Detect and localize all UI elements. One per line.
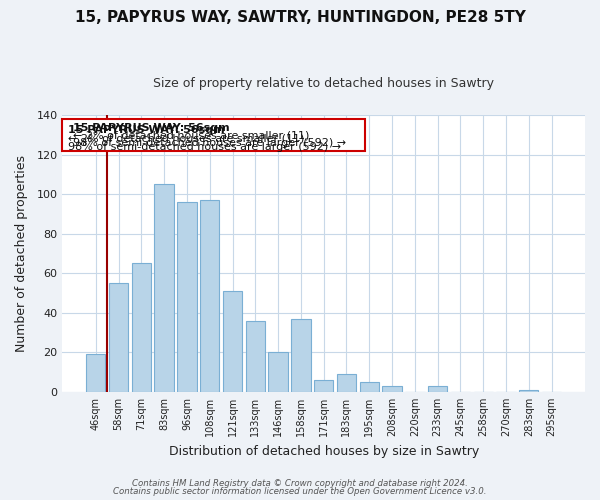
- Text: 15 PAPYRUS WAY: 56sqm: 15 PAPYRUS WAY: 56sqm: [68, 125, 224, 135]
- Text: 98% of semi-detached houses are larger (592) →: 98% of semi-detached houses are larger (…: [68, 142, 341, 152]
- Bar: [154, 184, 174, 392]
- Text: 15 PAPYRUS WAY: 56sqm: 15 PAPYRUS WAY: 56sqm: [73, 123, 229, 133]
- Bar: [223, 291, 242, 392]
- Text: ← 2% of detached houses are smaller (11): ← 2% of detached houses are smaller (11): [73, 130, 309, 140]
- Bar: [314, 380, 334, 392]
- Title: Size of property relative to detached houses in Sawtry: Size of property relative to detached ho…: [153, 78, 494, 90]
- Bar: [268, 352, 288, 392]
- Text: 15, PAPYRUS WAY, SAWTRY, HUNTINGDON, PE28 5TY: 15, PAPYRUS WAY, SAWTRY, HUNTINGDON, PE2…: [74, 10, 526, 25]
- Bar: [337, 374, 356, 392]
- Bar: [131, 264, 151, 392]
- Text: Contains HM Land Registry data © Crown copyright and database right 2024.: Contains HM Land Registry data © Crown c…: [132, 478, 468, 488]
- Bar: [382, 386, 402, 392]
- Bar: [86, 354, 106, 392]
- Bar: [519, 390, 538, 392]
- X-axis label: Distribution of detached houses by size in Sawtry: Distribution of detached houses by size …: [169, 444, 479, 458]
- Bar: [177, 202, 197, 392]
- Text: ← 2% of detached houses are smaller (11): ← 2% of detached houses are smaller (11): [68, 134, 304, 143]
- Bar: [291, 319, 311, 392]
- Bar: [245, 321, 265, 392]
- Bar: [109, 283, 128, 392]
- FancyBboxPatch shape: [62, 120, 365, 151]
- Bar: [200, 200, 220, 392]
- Bar: [359, 382, 379, 392]
- Bar: [428, 386, 447, 392]
- Text: 98% of semi-detached houses are larger (592) →: 98% of semi-detached houses are larger (…: [73, 138, 346, 148]
- Text: Contains public sector information licensed under the Open Government Licence v3: Contains public sector information licen…: [113, 487, 487, 496]
- Y-axis label: Number of detached properties: Number of detached properties: [15, 155, 28, 352]
